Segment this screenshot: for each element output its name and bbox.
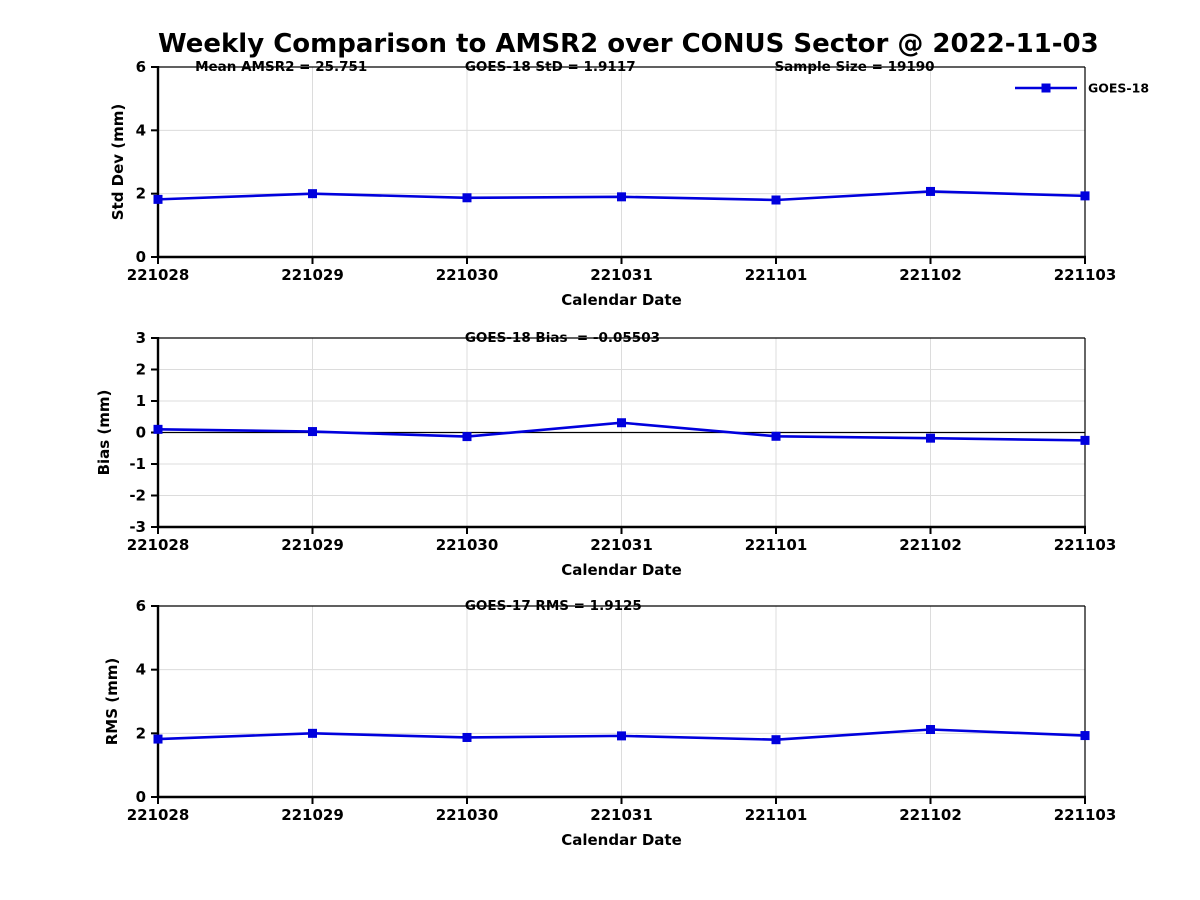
goes-18-marker [308, 189, 317, 199]
goes-18-marker [926, 725, 935, 735]
x-tick-label: 221102 [899, 806, 962, 824]
goes-18-marker [771, 735, 781, 745]
y-tick-label: 4 [136, 121, 146, 139]
y-tick-label: 2 [136, 185, 146, 203]
x-tick-label: 221101 [745, 266, 808, 284]
goes-18-marker [771, 195, 781, 205]
y-tick-label: 6 [136, 58, 146, 76]
y-axis-label: Bias (mm) [95, 390, 113, 476]
annotation-text: Sample Size = 19190 [774, 59, 934, 75]
x-tick-label: 221101 [745, 536, 808, 554]
x-axis-label: Calendar Date [561, 291, 682, 309]
goes-18-marker [1080, 731, 1090, 741]
x-tick-label: 221102 [899, 266, 962, 284]
y-tick-label: 6 [136, 597, 146, 615]
y-tick-label: 2 [136, 724, 146, 742]
goes-18-marker [617, 418, 626, 428]
x-tick-label: 221029 [281, 806, 344, 824]
goes-18-marker [617, 192, 626, 202]
x-tick-label: 221101 [745, 806, 808, 824]
goes-18-marker [617, 731, 626, 741]
x-tick-label: 221029 [281, 266, 344, 284]
y-tick-label: 3 [136, 329, 146, 347]
y-tick-label: -1 [129, 455, 146, 473]
x-tick-label: 221030 [436, 266, 499, 284]
x-tick-label: 221103 [1054, 806, 1117, 824]
subplot-1: 221028 221029 221030 221031 221101 221102 2211… [109, 58, 1149, 309]
goes-18-marker [462, 193, 472, 203]
goes-18-marker [153, 734, 163, 744]
goes-18-marker [462, 432, 472, 442]
x-tick-label: 221103 [1054, 266, 1117, 284]
y-tick-label: -3 [129, 518, 146, 536]
goes-18-marker [308, 728, 317, 738]
y-tick-label: 4 [136, 661, 146, 679]
legend-label: GOES-18 [1088, 81, 1149, 96]
x-tick-label: 221103 [1054, 536, 1117, 554]
x-tick-label: 221028 [127, 806, 190, 824]
y-axis-label: RMS (mm) [103, 658, 121, 745]
x-tick-label: 221102 [899, 536, 962, 554]
x-axis-label: Calendar Date [561, 831, 682, 849]
goes-18-marker [308, 427, 317, 437]
goes-18-marker [462, 732, 472, 742]
x-tick-label: 221031 [590, 266, 653, 284]
y-tick-label: -2 [129, 487, 146, 505]
goes-18-marker [153, 194, 163, 204]
goes-18-marker [1080, 191, 1090, 201]
x-tick-label: 221028 [127, 536, 190, 554]
subplot-3: 221028 221029 221030 221031 221101 221102 2211… [103, 597, 1116, 849]
y-tick-label: 0 [136, 424, 146, 442]
annotation-text: GOES-17 RMS = 1.9125 [465, 598, 642, 614]
page-title: Weekly Comparison to AMSR2 over CONUS Se… [158, 29, 1099, 59]
goes-18-marker [153, 424, 163, 434]
goes-18-marker [1080, 435, 1090, 445]
x-tick-label: 221030 [436, 806, 499, 824]
y-tick-label: 0 [136, 248, 146, 266]
y-tick-label: 0 [136, 788, 146, 806]
y-axis-label: Std Dev (mm) [109, 104, 127, 221]
x-axis-label: Calendar Date [561, 561, 682, 579]
x-tick-label: 221031 [590, 536, 653, 554]
annotation-text: Mean AMSR2 = 25.751 [195, 59, 367, 75]
y-tick-label: 2 [136, 361, 146, 379]
subplot-2: 221028 221029 221030 221031 221101 221102 2211… [95, 329, 1116, 579]
x-tick-label: 221030 [436, 536, 499, 554]
x-tick-label: 221029 [281, 536, 344, 554]
goes-18-marker [926, 186, 935, 196]
x-tick-label: 221028 [127, 266, 190, 284]
goes-18-marker [926, 433, 935, 443]
x-tick-label: 221031 [590, 806, 653, 824]
y-tick-label: 1 [136, 392, 146, 410]
annotation-text: GOES-18 StD = 1.9117 [465, 59, 636, 75]
annotation-text: GOES-18 Bias = -0.05503 [465, 330, 660, 346]
goes-18-marker [771, 431, 781, 441]
legend-marker-sample [1041, 83, 1051, 93]
